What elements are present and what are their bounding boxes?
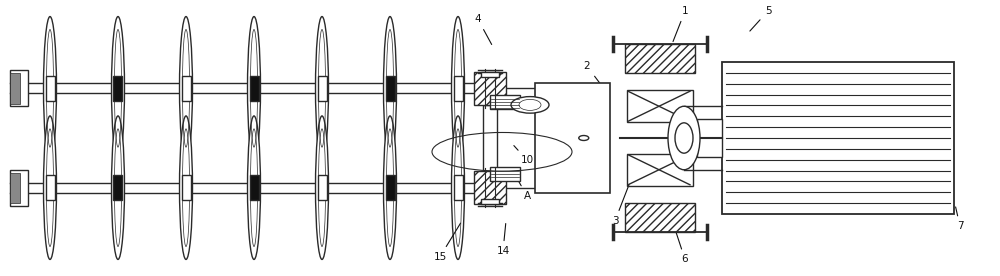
Bar <box>318 175 326 200</box>
Bar <box>627 154 693 185</box>
Bar <box>10 70 28 106</box>
Ellipse shape <box>452 17 464 160</box>
Text: 10: 10 <box>514 145 534 165</box>
Bar <box>481 199 499 204</box>
Text: A: A <box>517 179 531 201</box>
Bar <box>10 73 20 104</box>
Ellipse shape <box>44 17 56 160</box>
Bar <box>386 76 394 101</box>
Bar <box>490 167 520 181</box>
Bar <box>627 90 693 122</box>
Ellipse shape <box>668 106 700 170</box>
Bar <box>454 76 462 101</box>
Bar <box>483 105 497 171</box>
Ellipse shape <box>248 17 260 160</box>
Text: 5: 5 <box>750 6 771 31</box>
Bar <box>113 76 122 101</box>
Bar <box>386 175 394 200</box>
Bar <box>10 172 20 203</box>
Text: 3: 3 <box>612 185 629 226</box>
Bar <box>250 76 258 101</box>
Bar <box>722 62 954 214</box>
Bar <box>481 72 499 77</box>
Ellipse shape <box>316 17 328 160</box>
Bar <box>182 175 190 200</box>
Ellipse shape <box>384 17 396 160</box>
Bar <box>625 44 695 73</box>
Ellipse shape <box>579 136 589 140</box>
Text: 1: 1 <box>673 6 688 42</box>
Ellipse shape <box>316 116 328 259</box>
Bar <box>454 175 462 200</box>
Text: 14: 14 <box>496 224 510 256</box>
Bar <box>182 76 190 101</box>
Ellipse shape <box>180 116 192 259</box>
Bar <box>697 119 722 157</box>
Bar <box>46 175 55 200</box>
Text: 2: 2 <box>584 61 608 94</box>
Bar <box>318 76 326 101</box>
Bar <box>10 170 28 206</box>
Ellipse shape <box>384 116 396 259</box>
Bar <box>250 175 258 200</box>
Bar <box>474 171 506 204</box>
Ellipse shape <box>180 17 192 160</box>
Ellipse shape <box>112 17 124 160</box>
Bar <box>474 72 506 105</box>
Bar <box>113 175 122 200</box>
Ellipse shape <box>248 116 260 259</box>
Bar <box>490 95 520 109</box>
Text: 6: 6 <box>676 232 688 264</box>
Text: 7: 7 <box>956 207 963 231</box>
Bar <box>625 203 695 232</box>
Text: 4: 4 <box>475 14 492 44</box>
Bar <box>46 76 55 101</box>
Ellipse shape <box>44 116 56 259</box>
Text: 15: 15 <box>433 223 461 262</box>
Ellipse shape <box>675 123 693 153</box>
Ellipse shape <box>452 116 464 259</box>
Bar <box>535 83 610 193</box>
Ellipse shape <box>511 97 549 113</box>
Ellipse shape <box>112 116 124 259</box>
